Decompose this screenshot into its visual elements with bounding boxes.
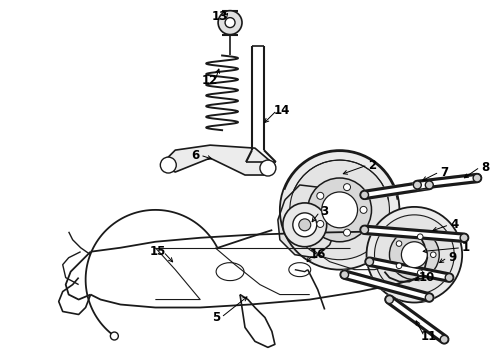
Circle shape xyxy=(343,229,350,236)
Circle shape xyxy=(308,178,371,242)
Circle shape xyxy=(280,150,399,270)
Circle shape xyxy=(341,271,348,279)
Circle shape xyxy=(473,174,481,182)
Text: 15: 15 xyxy=(150,245,167,258)
Circle shape xyxy=(431,252,436,257)
Circle shape xyxy=(414,181,421,189)
Text: 3: 3 xyxy=(320,205,329,219)
Text: 14: 14 xyxy=(274,104,290,117)
Text: 16: 16 xyxy=(310,248,326,261)
Text: 6: 6 xyxy=(191,149,199,162)
Circle shape xyxy=(440,336,448,343)
Text: 10: 10 xyxy=(419,271,436,284)
Text: 1: 1 xyxy=(462,241,470,254)
Text: 5: 5 xyxy=(212,311,220,324)
Circle shape xyxy=(425,181,433,189)
Circle shape xyxy=(317,192,324,199)
Circle shape xyxy=(260,160,276,176)
Circle shape xyxy=(299,219,311,231)
Circle shape xyxy=(366,258,373,266)
Polygon shape xyxy=(160,145,275,175)
Text: 8: 8 xyxy=(481,161,489,174)
Circle shape xyxy=(225,18,235,28)
Text: 2: 2 xyxy=(368,158,377,172)
Circle shape xyxy=(390,230,439,280)
Circle shape xyxy=(396,241,402,246)
Circle shape xyxy=(417,270,423,275)
Circle shape xyxy=(322,192,358,228)
Circle shape xyxy=(293,213,317,237)
Circle shape xyxy=(374,215,454,294)
Text: 13: 13 xyxy=(212,10,228,23)
Circle shape xyxy=(160,157,176,173)
Circle shape xyxy=(460,234,468,242)
Text: 11: 11 xyxy=(421,330,438,343)
Circle shape xyxy=(401,242,427,268)
Text: 7: 7 xyxy=(440,166,448,179)
Circle shape xyxy=(367,207,462,302)
Circle shape xyxy=(361,226,368,234)
Circle shape xyxy=(386,296,393,303)
Text: 9: 9 xyxy=(448,251,456,264)
Circle shape xyxy=(317,220,324,228)
Circle shape xyxy=(110,332,119,340)
Polygon shape xyxy=(278,185,340,258)
Circle shape xyxy=(361,191,368,199)
Circle shape xyxy=(445,274,453,282)
Circle shape xyxy=(283,203,327,247)
Text: 4: 4 xyxy=(450,218,458,231)
Circle shape xyxy=(417,234,423,239)
Circle shape xyxy=(218,11,242,35)
Circle shape xyxy=(343,184,350,191)
Text: 12: 12 xyxy=(202,74,218,87)
Circle shape xyxy=(290,160,390,260)
Circle shape xyxy=(396,263,402,269)
Circle shape xyxy=(360,206,367,213)
Circle shape xyxy=(425,293,433,302)
